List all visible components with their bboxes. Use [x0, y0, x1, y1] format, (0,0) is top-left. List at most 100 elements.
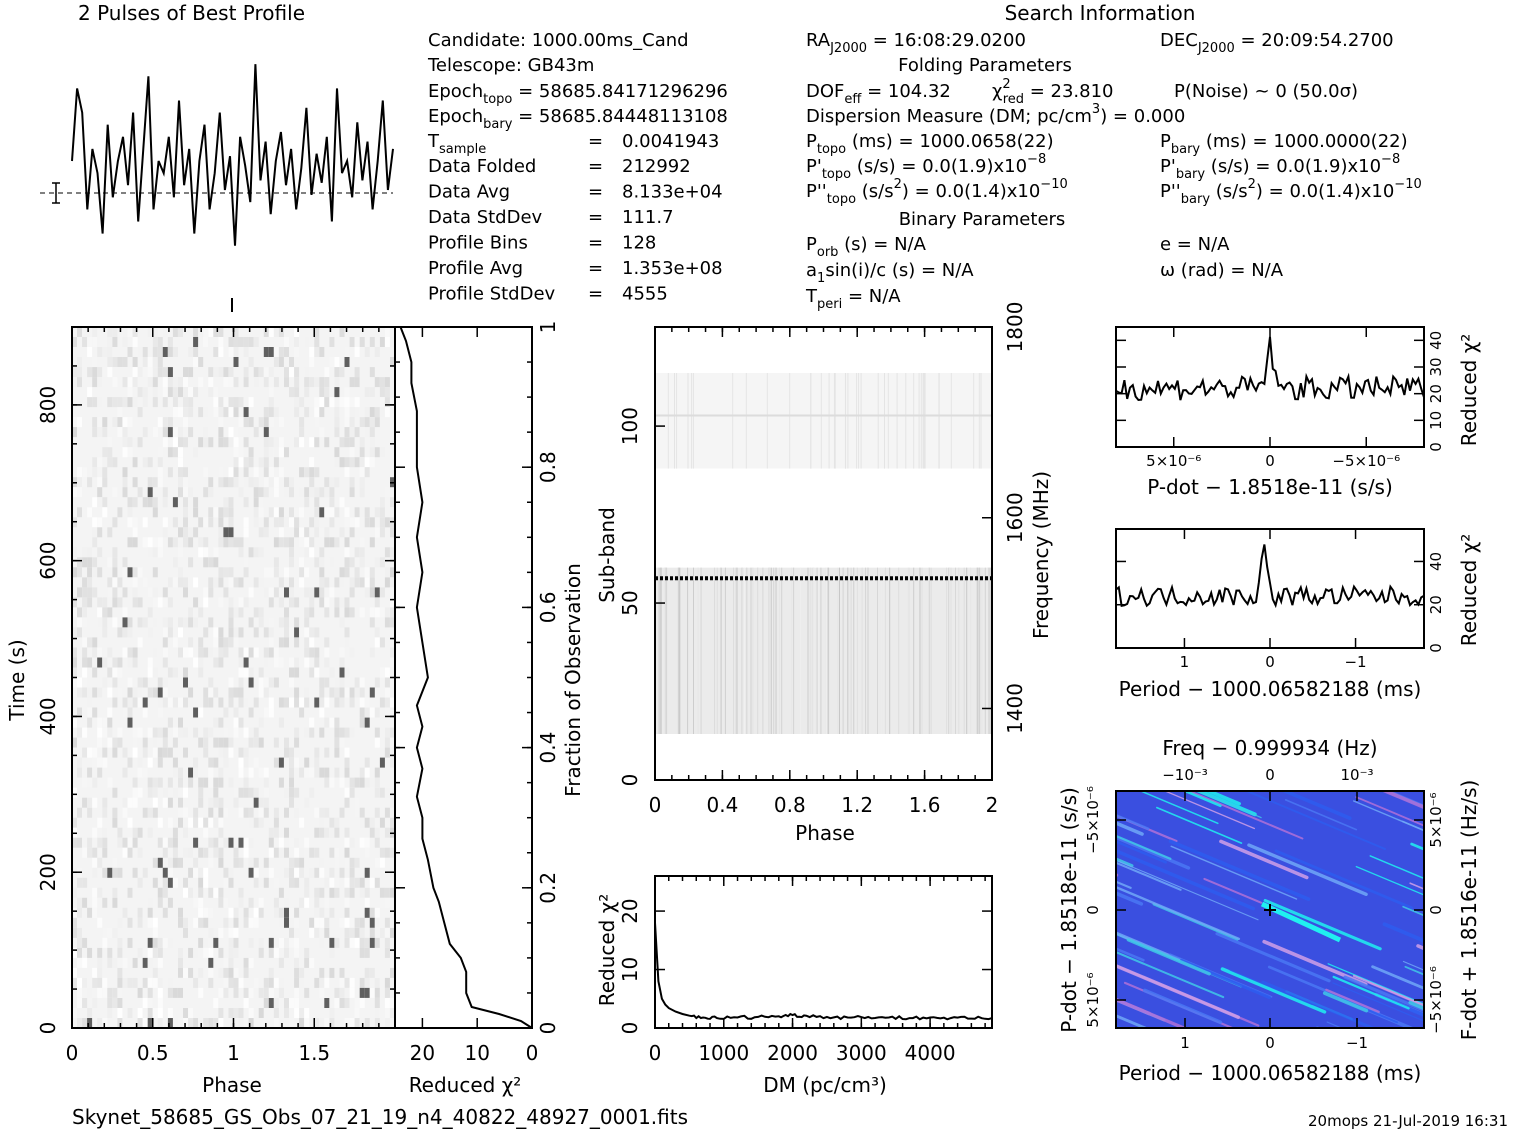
ppdot-streak	[1116, 814, 1178, 843]
heatmap-cell	[384, 687, 390, 698]
ppdot-streak	[1352, 974, 1424, 1007]
heatmap-cell	[213, 547, 219, 558]
heatmap-cell	[92, 977, 98, 988]
heatmap-cell	[329, 557, 335, 568]
heatmap-cell	[289, 627, 294, 638]
heatmap-cell	[364, 817, 370, 828]
heatmap-cell	[364, 767, 370, 778]
heatmap-cell	[208, 797, 214, 808]
heatmap-cell	[213, 627, 219, 638]
heatmap-cell	[213, 837, 219, 848]
heatmap-cell	[278, 757, 284, 768]
heatmap-cell	[157, 707, 163, 718]
heatmap-cell	[102, 607, 108, 618]
heatmap-cell	[117, 627, 123, 638]
heatmap-cell	[77, 507, 82, 518]
heatmap-cell	[162, 937, 168, 948]
heatmap-cell	[77, 998, 82, 1008]
heatmap-cell	[152, 937, 158, 948]
heatmap-cell	[102, 677, 108, 688]
heatmap-cell	[243, 667, 249, 678]
heatmap-cell	[132, 747, 138, 758]
ppdot-streak	[1116, 947, 1145, 962]
heatmap-cell	[127, 887, 133, 898]
heatmap-cell	[324, 487, 330, 498]
heatmap-cell	[248, 457, 254, 468]
heatmap-cell	[157, 727, 163, 738]
heatmap-cell	[329, 947, 335, 958]
candidate-row-label: Data StdDev	[428, 207, 543, 228]
heatmap-cell	[218, 717, 224, 728]
heatmap-cell	[218, 327, 224, 337]
heatmap-cell	[188, 847, 194, 858]
heatmap-cell	[172, 877, 178, 888]
heatmap-cell	[233, 437, 239, 448]
heatmap-cell	[157, 677, 163, 688]
heatmap-cell	[82, 657, 88, 668]
ppdot-streak	[1263, 898, 1382, 951]
heatmap-cell	[390, 617, 395, 628]
heatmap-cell	[354, 377, 360, 388]
heatmap-cell	[294, 617, 300, 628]
heatmap-cell	[294, 998, 300, 1008]
heatmap-cell	[364, 837, 370, 848]
heatmap-cell	[188, 527, 194, 538]
heatmap-cell	[278, 467, 284, 478]
heatmap-cell	[127, 697, 133, 708]
heatmap-cell	[314, 497, 320, 508]
heatmap-cell	[142, 537, 148, 548]
heatmap-cell	[172, 407, 178, 418]
heatmap-cell	[284, 907, 289, 918]
pnoise-line: P(Noise) ~ 0 (50.0σ)	[1174, 81, 1358, 102]
heatmap-cell	[127, 417, 133, 428]
heatmap-cell	[178, 767, 183, 778]
heatmap-cell	[324, 927, 330, 938]
heatmap-cell	[384, 677, 390, 688]
ppdot-y-tick-label: 5×10⁻⁶	[1084, 972, 1102, 1027]
heatmap-cell	[77, 907, 82, 918]
heatmap-cell	[369, 877, 375, 888]
subband-lower-band	[655, 567, 992, 734]
heatmap-cell	[92, 557, 98, 568]
heatmap-cell	[364, 567, 370, 578]
heatmap-cell	[97, 427, 103, 438]
heatmap-cell	[203, 867, 209, 878]
heatmap-cell	[223, 647, 229, 658]
heatmap-cell	[178, 727, 183, 738]
heatmap-cell	[188, 617, 194, 628]
heatmap-cell	[162, 837, 168, 848]
heatmap-cell	[157, 537, 163, 548]
heatmap-cell	[208, 687, 214, 698]
time-phase-y-tick-label: 600	[36, 542, 60, 580]
heatmap-cell	[77, 757, 82, 768]
heatmap-cell	[324, 917, 330, 928]
ppdot-streak	[1332, 982, 1424, 1022]
heatmap-cell	[77, 617, 82, 628]
heatmap-cell	[82, 547, 88, 558]
heatmap-cell	[309, 597, 315, 608]
heatmap-cell	[178, 527, 183, 538]
heatmap-cell	[162, 487, 168, 498]
heatmap-cell	[384, 337, 390, 347]
heatmap-cell	[344, 837, 350, 848]
heatmap-cell	[208, 817, 214, 828]
heatmap-cell	[218, 597, 224, 608]
heatmap-cell	[167, 937, 173, 948]
heatmap-cell	[374, 1008, 380, 1018]
heatmap-cell	[102, 747, 108, 758]
ppdot-streak	[1138, 791, 1219, 825]
heatmap-cell	[379, 607, 385, 618]
heatmap-cell	[278, 517, 284, 528]
heatmap-cell	[77, 897, 82, 908]
ppdot-streak	[1482, 1032, 1513, 1084]
heatmap-cell	[364, 587, 370, 598]
heatmap-cell	[289, 767, 294, 778]
heatmap-cell	[384, 897, 390, 908]
heatmap-cell	[223, 917, 229, 928]
folding-heading: Folding Parameters	[898, 55, 1072, 76]
heatmap-cell	[127, 437, 133, 448]
time-phase-x-tick-label: 0.5	[137, 1041, 169, 1065]
heatmap-cell	[379, 587, 385, 598]
heatmap-cell	[364, 457, 370, 468]
